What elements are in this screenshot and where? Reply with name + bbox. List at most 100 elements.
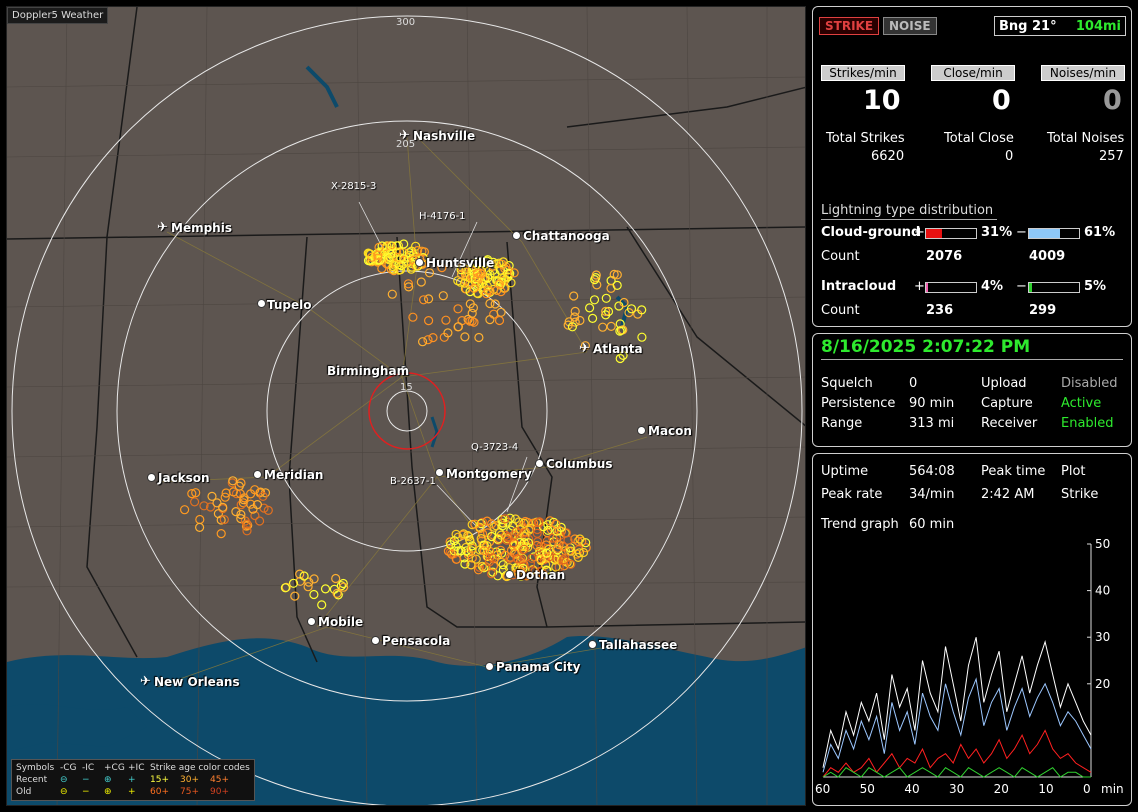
airport-icon: ✈ bbox=[157, 220, 168, 235]
city-label[interactable]: Pensacola bbox=[382, 634, 451, 648]
trend-value[interactable]: 60 min bbox=[909, 517, 955, 532]
strike-marker bbox=[395, 265, 406, 275]
city-label[interactable]: Montgomery bbox=[446, 467, 532, 481]
strike-marker bbox=[219, 514, 229, 525]
trend-series-1 bbox=[822, 677, 1092, 773]
x-tick-label: 0 bbox=[1083, 782, 1091, 796]
city-label[interactable]: Tupelo bbox=[267, 298, 312, 312]
strike-marker bbox=[496, 307, 506, 317]
strike-marker bbox=[299, 571, 309, 581]
strike-marker bbox=[509, 268, 519, 278]
x-tick-label: 20 bbox=[994, 782, 1009, 796]
strike-marker bbox=[218, 502, 228, 512]
strike-marker bbox=[592, 280, 602, 290]
total-strikes-label: Total Strikes bbox=[826, 131, 905, 146]
plot-value[interactable]: Strike bbox=[1061, 487, 1099, 502]
strike-marker bbox=[518, 563, 528, 573]
x-axis-label: min bbox=[1101, 782, 1124, 796]
city-label[interactable]: Huntsville bbox=[426, 256, 495, 270]
strike-marker bbox=[231, 507, 241, 517]
strike-marker bbox=[587, 313, 598, 323]
strike-marker bbox=[407, 262, 417, 272]
strike-marker bbox=[387, 289, 397, 299]
strike-marker bbox=[609, 269, 619, 279]
count-label: Count bbox=[821, 303, 860, 318]
strike-marker bbox=[558, 541, 568, 551]
city-dot-icon bbox=[253, 470, 262, 479]
strike-marker bbox=[475, 522, 485, 533]
strike-marker bbox=[242, 526, 252, 536]
city-dot-icon bbox=[435, 468, 444, 477]
city-label[interactable]: Atlanta bbox=[593, 342, 643, 356]
city-label[interactable]: Tallahassee bbox=[599, 638, 678, 652]
receiver-value: Enabled bbox=[1061, 416, 1114, 431]
strike-marker bbox=[280, 583, 290, 593]
radar-map[interactable]: Doppler5 Weather 300 205 15 X-2815-3 H-4… bbox=[6, 6, 806, 806]
strike-marker bbox=[195, 522, 205, 533]
city-label[interactable]: New Orleans bbox=[154, 675, 240, 689]
strike-marker bbox=[521, 571, 532, 581]
city-label[interactable]: Columbus bbox=[546, 457, 613, 471]
strike-marker bbox=[469, 317, 479, 327]
strike-marker bbox=[403, 279, 413, 289]
strike-marker bbox=[424, 268, 435, 278]
strike-marker bbox=[451, 554, 461, 564]
trend-graph: 50 40 30 20 60 50 40 30 20 10 0 min bbox=[815, 537, 1124, 796]
strike-marker bbox=[487, 531, 497, 542]
strike-marker bbox=[479, 546, 490, 556]
strike-marker bbox=[331, 573, 341, 584]
city-label[interactable]: Macon bbox=[648, 424, 692, 438]
total-noises-value: 257 bbox=[1099, 149, 1124, 164]
strike-marker bbox=[563, 535, 573, 545]
city-dot-icon bbox=[637, 426, 646, 435]
legend-recent-label: Recent bbox=[16, 775, 48, 785]
old-neg-cg-icon: ⊖ bbox=[60, 787, 68, 797]
capture-label: Capture bbox=[981, 396, 1033, 411]
strike-tag: H-4176-1 bbox=[419, 211, 466, 222]
city-label[interactable]: Meridian bbox=[264, 468, 324, 482]
strike-marker bbox=[540, 559, 551, 570]
strike-marker bbox=[471, 554, 481, 564]
strike-marker bbox=[404, 248, 414, 258]
strike-marker bbox=[482, 516, 492, 526]
strike-marker bbox=[528, 564, 538, 575]
recent-neg-cg-icon: ⊖ bbox=[60, 775, 68, 785]
strike-marker bbox=[530, 566, 540, 577]
strike-marker bbox=[398, 259, 408, 269]
city-label[interactable]: Birmingham bbox=[327, 364, 410, 378]
strike-marker bbox=[601, 306, 611, 316]
strikes-per-min-button[interactable]: Strikes/min bbox=[821, 65, 905, 81]
strike-button[interactable]: STRIKE bbox=[819, 17, 880, 35]
strike-marker bbox=[320, 584, 331, 594]
city-label[interactable]: Dothan bbox=[516, 568, 566, 582]
city-label[interactable]: Memphis bbox=[171, 221, 232, 235]
city-dot-icon bbox=[505, 570, 514, 579]
strike-marker bbox=[566, 559, 576, 569]
trend-label: Trend graph bbox=[821, 517, 899, 532]
strike-marker bbox=[523, 538, 534, 548]
city-label[interactable]: Nashville bbox=[413, 129, 476, 143]
strike-tag: Q-3723-4 bbox=[471, 442, 519, 453]
noises-per-min-button[interactable]: Noises/min bbox=[1041, 65, 1125, 81]
strike-marker bbox=[384, 255, 394, 265]
city-dot-icon bbox=[371, 636, 380, 645]
bearing-value: Bng 21° bbox=[999, 19, 1057, 34]
strike-marker bbox=[496, 287, 506, 297]
distance-value: 104mi bbox=[1075, 19, 1121, 34]
city-label[interactable]: Mobile bbox=[318, 615, 364, 629]
city-label[interactable]: Chattanooga bbox=[523, 229, 610, 243]
strike-marker bbox=[309, 589, 319, 600]
strike-marker bbox=[317, 600, 327, 610]
strike-marker bbox=[503, 272, 513, 282]
strike-marker bbox=[303, 582, 313, 592]
age-code: 75+ bbox=[180, 787, 199, 797]
old-neg-ic-icon: − bbox=[82, 787, 90, 797]
city-label[interactable]: Panama City bbox=[496, 660, 581, 674]
strike-marker bbox=[637, 305, 647, 315]
noise-button[interactable]: NOISE bbox=[883, 17, 937, 35]
strike-marker bbox=[258, 491, 268, 501]
city-label[interactable]: Jackson bbox=[158, 471, 210, 485]
close-per-min-button[interactable]: Close/min bbox=[931, 65, 1015, 81]
strike-marker bbox=[443, 328, 453, 338]
